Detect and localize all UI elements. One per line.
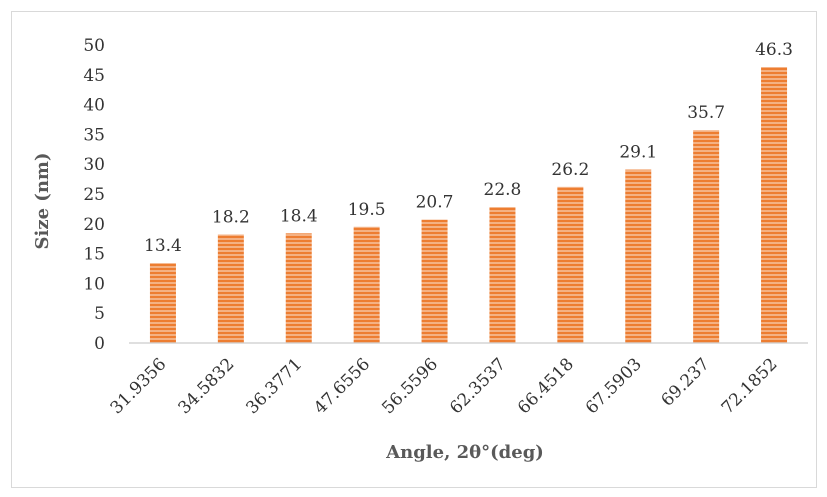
- data-label: 13.4: [144, 236, 182, 256]
- data-label: 19.5: [348, 200, 386, 220]
- y-tick-label: 20: [83, 215, 105, 235]
- data-label: 18.2: [212, 208, 250, 228]
- y-tick-label: 40: [83, 96, 105, 116]
- x-tick-label: 72.1852: [718, 354, 782, 418]
- bar: [353, 226, 380, 343]
- data-labels: 13.4 18.2 18.4 19.5 20.7 22.8 26.2 29.1 35.7 46.3: [144, 40, 793, 256]
- x-tick-label: 66.4518: [514, 354, 578, 418]
- bars: [149, 67, 788, 343]
- y-tick-label: 15: [83, 245, 105, 265]
- y-tick-label: 0: [94, 334, 105, 354]
- y-axis-title: Size (nm): [32, 153, 53, 250]
- x-tick-label: 47.6556: [310, 354, 374, 418]
- y-tick-label: 30: [83, 155, 105, 175]
- data-label: 29.1: [619, 143, 657, 163]
- y-tick-label: 5: [94, 304, 105, 324]
- y-tick-label: 50: [83, 36, 105, 56]
- bar-chart: 0 5 10 15 20 25 30 35 40 45 50 13.4 18.2 18.4 19.5 20.…: [32, 36, 808, 463]
- y-axis-ticks: 0 5 10 15 20 25 30 35 40 45 50: [83, 36, 105, 354]
- bar: [625, 169, 652, 343]
- y-tick-label: 25: [83, 185, 105, 205]
- x-tick-label: 67.5903: [582, 354, 646, 418]
- bar: [421, 219, 448, 343]
- bar: [217, 234, 244, 343]
- data-label: 20.7: [416, 193, 454, 213]
- data-label: 46.3: [755, 40, 793, 60]
- y-tick-label: 10: [83, 274, 105, 294]
- x-tick-label: 69.237: [657, 354, 713, 410]
- data-label: 22.8: [484, 180, 522, 200]
- bar: [557, 186, 584, 343]
- x-axis-ticks: 31.9356 34.5832 36.3771 47.6556 56.5596 62.35…: [107, 354, 782, 418]
- bar: [149, 263, 176, 343]
- bar: [761, 67, 788, 343]
- x-tick-label: 34.5832: [175, 354, 239, 418]
- y-tick-label: 45: [83, 66, 105, 86]
- x-tick-label: 36.3771: [242, 354, 306, 418]
- x-tick-label: 62.3537: [446, 354, 510, 418]
- bar: [693, 130, 720, 343]
- bar: [489, 207, 516, 343]
- x-tick-label: 56.5596: [378, 354, 442, 418]
- data-label: 26.2: [551, 160, 589, 180]
- y-tick-label: 35: [83, 125, 105, 145]
- data-label: 35.7: [687, 103, 725, 123]
- x-axis-title: Angle, 2θ°(deg): [385, 442, 544, 463]
- chart-frame: 0 5 10 15 20 25 30 35 40 45 50 13.4 18.2 18.4 19.5 20.…: [11, 11, 817, 488]
- bar: [285, 233, 312, 343]
- data-label: 18.4: [280, 206, 318, 226]
- x-tick-label: 31.9356: [107, 354, 171, 418]
